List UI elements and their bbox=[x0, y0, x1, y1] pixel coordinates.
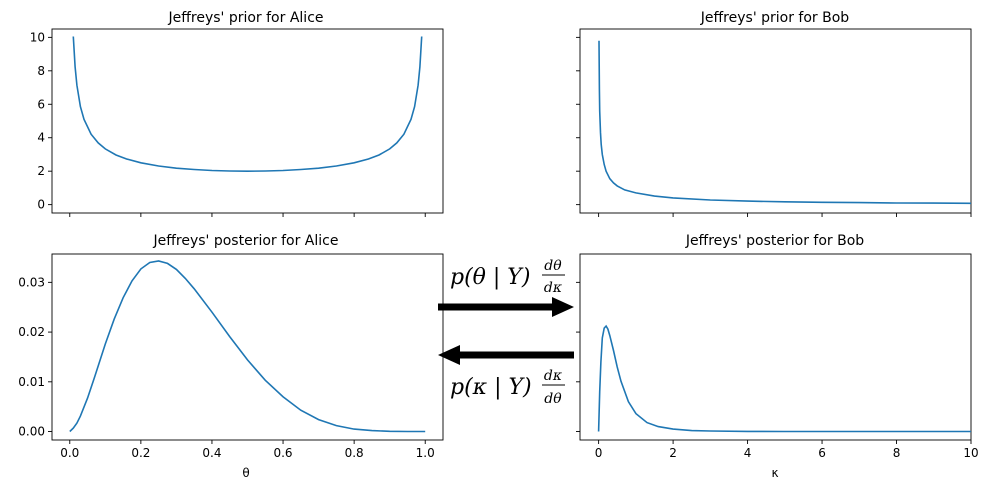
bob_posterior-xtick-label: 6 bbox=[818, 446, 826, 460]
bob_posterior-xtick-label: 0 bbox=[595, 446, 603, 460]
bob_posterior-xtick-label: 8 bbox=[893, 446, 901, 460]
alice_posterior-xtick-label: 0.8 bbox=[345, 446, 364, 460]
chart-title-alice-posterior: Jeffreys' posterior for Alice bbox=[153, 233, 339, 249]
bob_posterior-curve bbox=[599, 326, 971, 431]
alice_prior-frame bbox=[52, 29, 443, 213]
alice_posterior-ytick-label: 0.02 bbox=[18, 325, 45, 339]
alice_posterior-ytick-label: 0.00 bbox=[18, 425, 45, 439]
bob_prior-frame bbox=[580, 29, 971, 213]
alice_prior-ytick-label: 0 bbox=[37, 198, 45, 212]
alice_prior-ytick-label: 4 bbox=[37, 131, 45, 145]
chart-title-alice-prior: Jeffreys' prior for Alice bbox=[168, 10, 324, 26]
arrow-right-head bbox=[552, 297, 574, 317]
alice_prior-ytick-label: 8 bbox=[37, 64, 45, 78]
arrow-right-label-num: dθ bbox=[544, 258, 562, 274]
bob_posterior-xtick-label: 10 bbox=[963, 446, 978, 460]
alice_posterior-xtick-label: 0.4 bbox=[202, 446, 221, 460]
arrow-left-head bbox=[438, 345, 460, 365]
alice_prior-ytick-label: 10 bbox=[30, 30, 45, 44]
arrow-left-label-den: dθ bbox=[544, 391, 562, 407]
x-axis-label-theta: θ bbox=[242, 466, 249, 480]
arrow-right-label-den: dκ bbox=[544, 280, 562, 296]
bob_posterior-xtick-label: 4 bbox=[744, 446, 752, 460]
arrow-right-label-main: p(θ | Y) bbox=[450, 265, 530, 290]
x-axis-label-kappa: κ bbox=[771, 466, 778, 480]
alice_posterior-curve bbox=[70, 261, 425, 432]
alice_posterior-xtick-label: 1.0 bbox=[416, 446, 435, 460]
alice_prior-ytick-label: 6 bbox=[37, 97, 45, 111]
alice_posterior-ytick-label: 0.01 bbox=[18, 375, 45, 389]
chart-title-bob-posterior: Jeffreys' posterior for Bob bbox=[685, 233, 864, 249]
alice_posterior-xtick-label: 0.0 bbox=[60, 446, 79, 460]
arrow-right-label: p(θ | Y) dθ dκ bbox=[450, 258, 565, 296]
alice_prior-curve bbox=[73, 37, 421, 172]
arrow-left-label: p(κ | Y) dκ dθ bbox=[450, 368, 565, 407]
transform-arrows: p(θ | Y) dθ dκ p(κ | Y) dκ dθ bbox=[438, 258, 574, 407]
arrow-left-label-main: p(κ | Y) bbox=[450, 375, 532, 400]
arrow-left-label-num: dκ bbox=[544, 368, 562, 384]
alice_prior-ytick-label: 2 bbox=[37, 164, 45, 178]
bob_posterior-xtick-label: 2 bbox=[669, 446, 677, 460]
alice_posterior-ytick-label: 0.03 bbox=[18, 275, 45, 289]
alice_posterior-frame bbox=[52, 254, 443, 440]
alice_posterior-xtick-label: 0.6 bbox=[273, 446, 292, 460]
alice_posterior-xtick-label: 0.2 bbox=[131, 446, 150, 460]
bob_posterior-frame bbox=[580, 254, 971, 440]
bob_prior-curve bbox=[599, 41, 971, 204]
chart-title-bob-prior: Jeffreys' prior for Bob bbox=[700, 10, 850, 26]
